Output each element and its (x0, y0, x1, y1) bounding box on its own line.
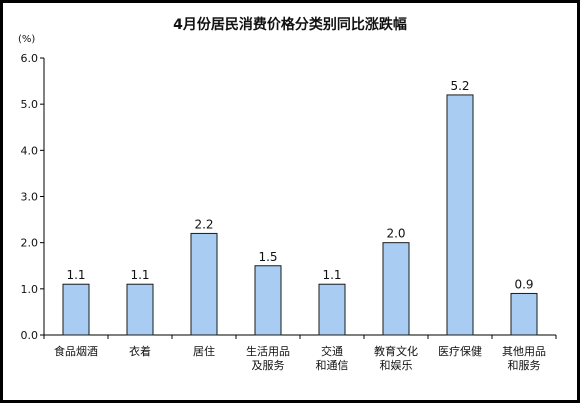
bar (318, 283, 346, 336)
x-category-label: 居住 (193, 344, 215, 358)
bar-value-label: 2.2 (194, 217, 213, 231)
x-category-label: 其他用品 (502, 345, 546, 358)
bar (446, 94, 474, 336)
x-category-label: 和通信 (316, 359, 349, 372)
x-category-label: 衣着 (129, 344, 151, 358)
bar-value-label: 1.5 (258, 250, 277, 264)
x-category-label: 交通 (321, 344, 343, 358)
bar-value-label: 5.2 (450, 79, 469, 93)
bar (382, 242, 410, 336)
x-category-label: 及服务 (252, 359, 285, 372)
bar (126, 283, 154, 336)
chart-title: 4月份居民消费价格分类别同比涨跌幅 (173, 17, 407, 33)
bar-value-label: 1.1 (322, 268, 341, 282)
bar-value-label: 2.0 (386, 227, 405, 241)
x-category-label: 生活用品 (246, 344, 290, 358)
y-tick-label: 0.0 (21, 329, 39, 342)
y-tick-label: 1.0 (21, 283, 39, 296)
y-tick-label: 4.0 (21, 144, 39, 157)
y-tick-label: 5.0 (21, 98, 39, 111)
bar (190, 232, 218, 336)
bar-value-label: 1.1 (130, 268, 149, 282)
x-category-label: 和服务 (508, 359, 541, 372)
bar-value-label: 1.1 (66, 268, 85, 282)
bar (510, 292, 538, 336)
x-category-label: 食品烟酒 (54, 344, 98, 358)
x-category-label: 医疗保健 (438, 344, 482, 358)
y-tick-label: 3.0 (21, 191, 39, 204)
bar-value-label: 0.9 (514, 277, 533, 291)
bar (254, 265, 282, 336)
x-category-label: 和娱乐 (380, 358, 413, 372)
bar (62, 283, 90, 336)
x-category-label: 教育文化 (374, 344, 418, 358)
y-tick-label: 6.0 (21, 52, 39, 65)
y-tick-label: 2.0 (21, 237, 39, 250)
y-axis-unit-label: (%) (18, 34, 36, 45)
